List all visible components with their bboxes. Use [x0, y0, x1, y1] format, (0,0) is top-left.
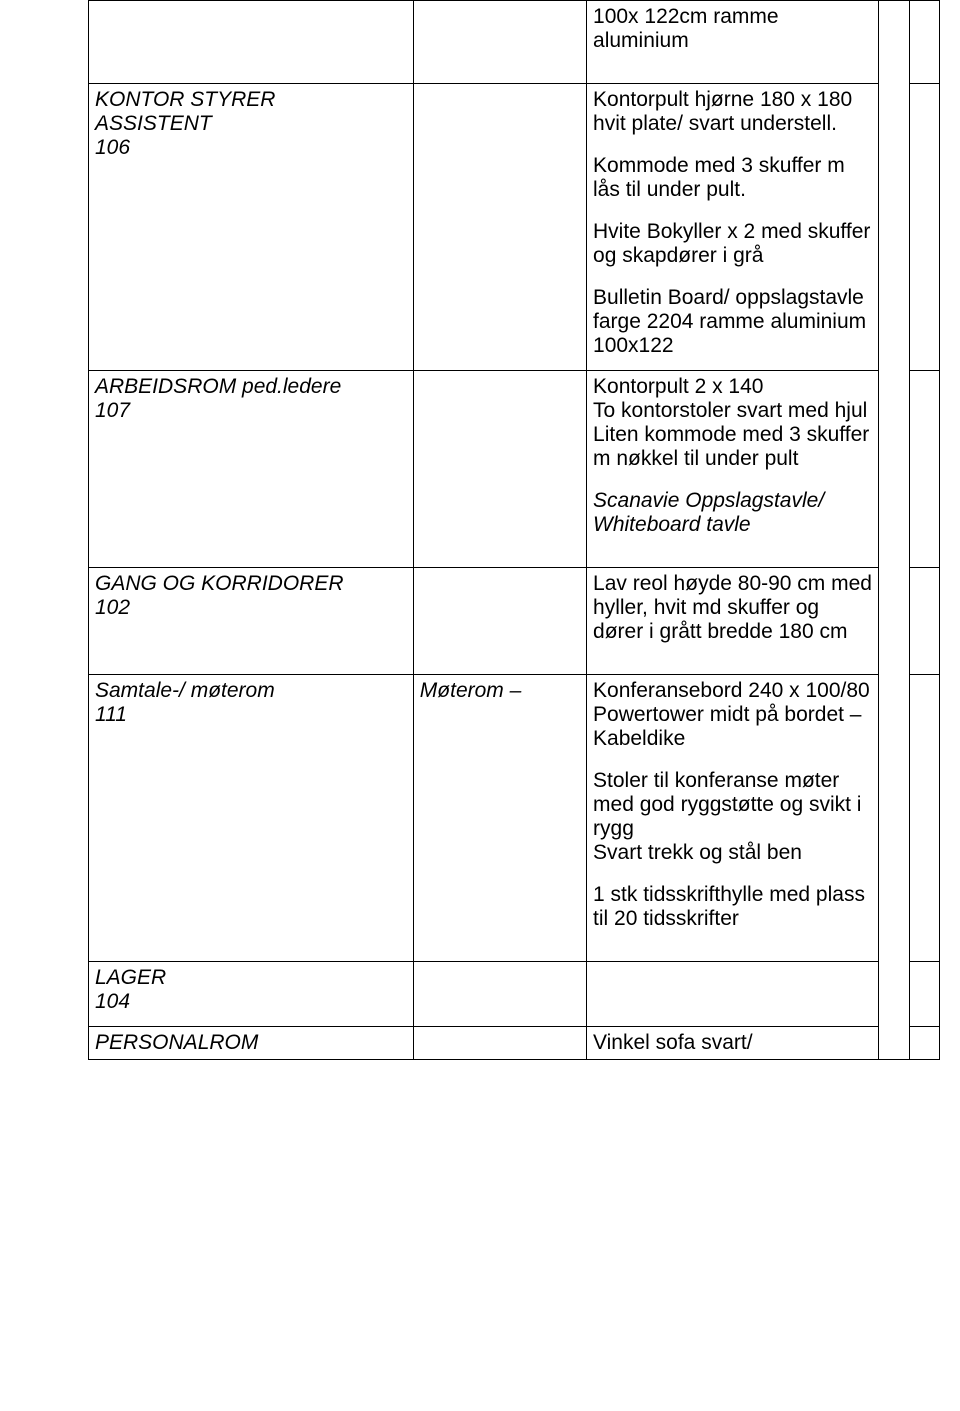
text: Scanavie Oppslagstavle/ Whiteboard tavle — [593, 489, 872, 537]
cell — [413, 962, 586, 1027]
cell: Kontorpult 2 x 140 To kontorstoler svart… — [587, 371, 879, 568]
text: Liten kommode med 3 skuffer m nøkkel til… — [593, 423, 872, 471]
room-name: Samtale-/ møterom 111 — [95, 679, 407, 727]
text: Møterom – — [420, 679, 522, 702]
cell — [587, 962, 879, 1027]
text: Lav reol høyde 80-90 cm med hyller, hvit… — [593, 572, 872, 644]
room-name: LAGER 104 — [95, 966, 407, 1014]
text: 111 — [95, 703, 127, 726]
text: Hvite Bokyller x 2 med skuffer og skapdø… — [593, 220, 872, 268]
table-row: ARBEIDSROM ped.ledere 107 Kontorpult 2 x… — [89, 371, 940, 568]
document-table: 100x 122cm ramme aluminium KONTOR STYRER… — [88, 0, 940, 1060]
text: 106 — [95, 136, 130, 159]
cell: Samtale-/ møterom 111 — [89, 675, 414, 962]
text: ASSISTENT — [95, 112, 212, 135]
text: KONTOR STYRER — [95, 88, 275, 111]
table-row: KONTOR STYRER ASSISTENT 106 Kontorpult h… — [89, 84, 940, 371]
text: Stoler til konferanse møter med god rygg… — [593, 769, 872, 841]
text: 1 stk tidsskrifthylle med plass til 20 t… — [593, 883, 872, 931]
cell: ARBEIDSROM ped.ledere 107 — [89, 371, 414, 568]
cell: PERSONALROM — [89, 1027, 414, 1060]
cell: Lav reol høyde 80-90 cm med hyller, hvit… — [587, 568, 879, 675]
cell: Kontorpult hjørne 180 x 180 hvit plate/ … — [587, 84, 879, 371]
cell — [909, 962, 939, 1027]
cell — [909, 371, 939, 568]
cell: LAGER 104 — [89, 962, 414, 1027]
text: Vinkel sofa svart/ — [593, 1031, 753, 1054]
cell — [879, 1, 909, 1060]
text: Samtale-/ møterom — [95, 679, 275, 702]
cell — [909, 1, 939, 84]
cell — [909, 568, 939, 675]
text: Kontorpult 2 x 140 — [593, 375, 872, 399]
cell — [413, 371, 586, 568]
room-name: GANG OG KORRIDORER 102 — [95, 572, 407, 620]
text: 102 — [95, 596, 130, 619]
cell — [413, 1, 586, 84]
room-name: ARBEIDSROM ped.ledere 107 — [95, 375, 407, 423]
cell: Møterom – — [413, 675, 586, 962]
cell: GANG OG KORRIDORER 102 — [89, 568, 414, 675]
cell — [413, 84, 586, 371]
text: Kontorpult hjørne 180 x 180 hvit plate/ … — [593, 88, 872, 136]
cell — [413, 1027, 586, 1060]
text: Kommode med 3 skuffer m lås til under pu… — [593, 154, 872, 202]
text: ARBEIDSROM ped.ledere — [95, 375, 341, 398]
text: 107 — [95, 399, 130, 422]
room-name: KONTOR STYRER ASSISTENT 106 — [95, 88, 407, 160]
document-page: 100x 122cm ramme aluminium KONTOR STYRER… — [0, 0, 960, 1060]
cell — [909, 1027, 939, 1060]
text: 104 — [95, 990, 130, 1013]
cell: KONTOR STYRER ASSISTENT 106 — [89, 84, 414, 371]
table-row: GANG OG KORRIDORER 102 Lav reol høyde 80… — [89, 568, 940, 675]
cell: 100x 122cm ramme aluminium — [587, 1, 879, 84]
text: To kontorstoler svart med hjul — [593, 399, 872, 423]
text: Konferansebord 240 x 100/80 — [593, 679, 872, 703]
cell: Vinkel sofa svart/ — [587, 1027, 879, 1060]
text: Bulletin Board/ oppslagstavle farge 2204… — [593, 286, 872, 358]
text: Powertower midt på bordet – Kabeldike — [593, 703, 872, 751]
text: Svart trekk og stål ben — [593, 841, 872, 865]
text: LAGER — [95, 966, 166, 989]
cell — [89, 1, 414, 84]
cell — [909, 675, 939, 962]
text: GANG OG KORRIDORER — [95, 572, 344, 595]
room-name: PERSONALROM — [95, 1031, 258, 1054]
table-row: LAGER 104 — [89, 962, 940, 1027]
cell: Konferansebord 240 x 100/80 Powertower m… — [587, 675, 879, 962]
table-row: PERSONALROM Vinkel sofa svart/ — [89, 1027, 940, 1060]
text: 100x 122cm ramme aluminium — [593, 5, 872, 53]
table-row: 100x 122cm ramme aluminium — [89, 1, 940, 84]
cell — [909, 84, 939, 371]
cell — [413, 568, 586, 675]
table-row: Samtale-/ møterom 111 Møterom – Konferan… — [89, 675, 940, 962]
